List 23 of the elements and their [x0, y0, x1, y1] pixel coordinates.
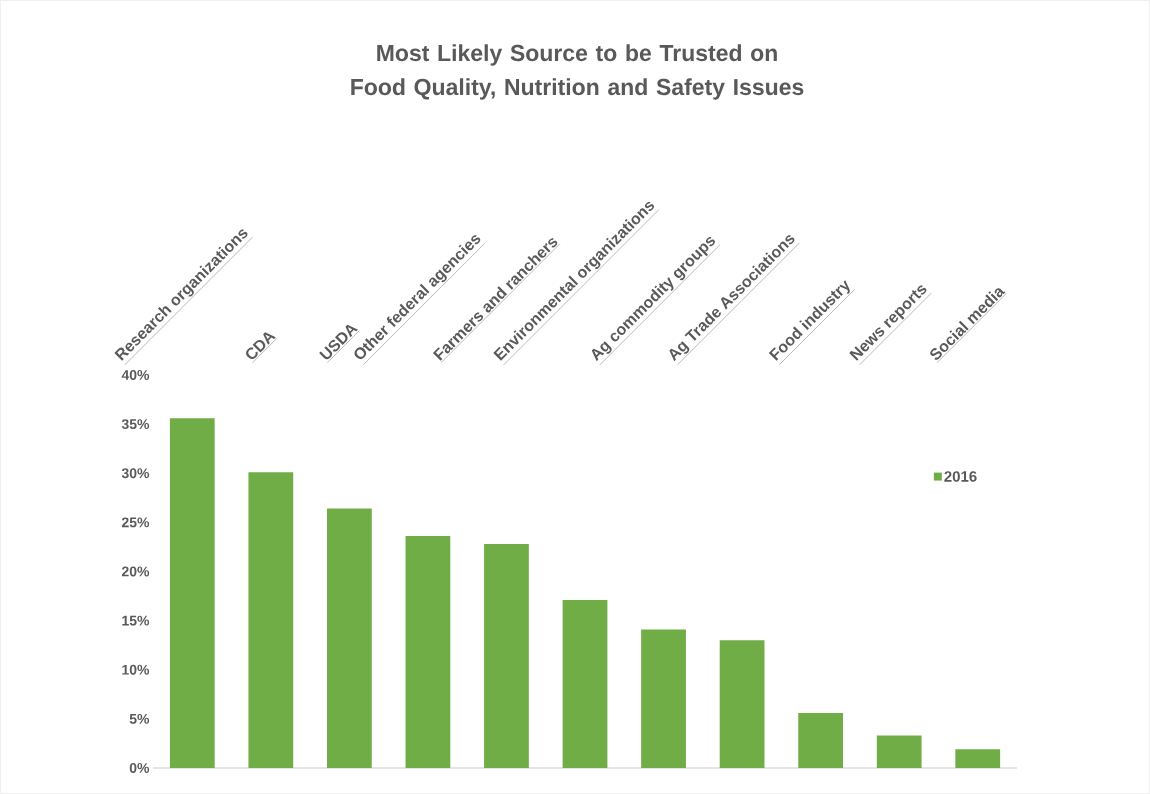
legend-label: 2016 [944, 471, 977, 482]
y-tick-label: 30% [121, 468, 150, 479]
bar [955, 749, 1001, 768]
bar [719, 640, 765, 768]
bar [248, 472, 294, 768]
y-tick-label: 10% [122, 664, 150, 675]
y-tick-label: 40% [121, 370, 150, 380]
y-tick-label: 20% [121, 566, 150, 577]
y-tick-label: 35% [121, 419, 150, 430]
y-tick-label: 25% [121, 517, 150, 528]
bar [326, 508, 372, 768]
y-tick-label: 5% [129, 713, 150, 724]
y-tick-label: 0% [129, 763, 150, 773]
bar [405, 536, 451, 768]
bar [798, 712, 844, 768]
bar [562, 599, 608, 768]
x-tick-label: CDA [246, 332, 276, 360]
bar [876, 735, 922, 768]
bar [169, 418, 215, 768]
chart-title: Most Likely Source to be Trusted on Food Quality, Nutrition and Safety Issues [351, 44, 804, 100]
y-tick-label: 15% [122, 615, 150, 626]
bar [641, 629, 686, 768]
bar [484, 543, 529, 768]
